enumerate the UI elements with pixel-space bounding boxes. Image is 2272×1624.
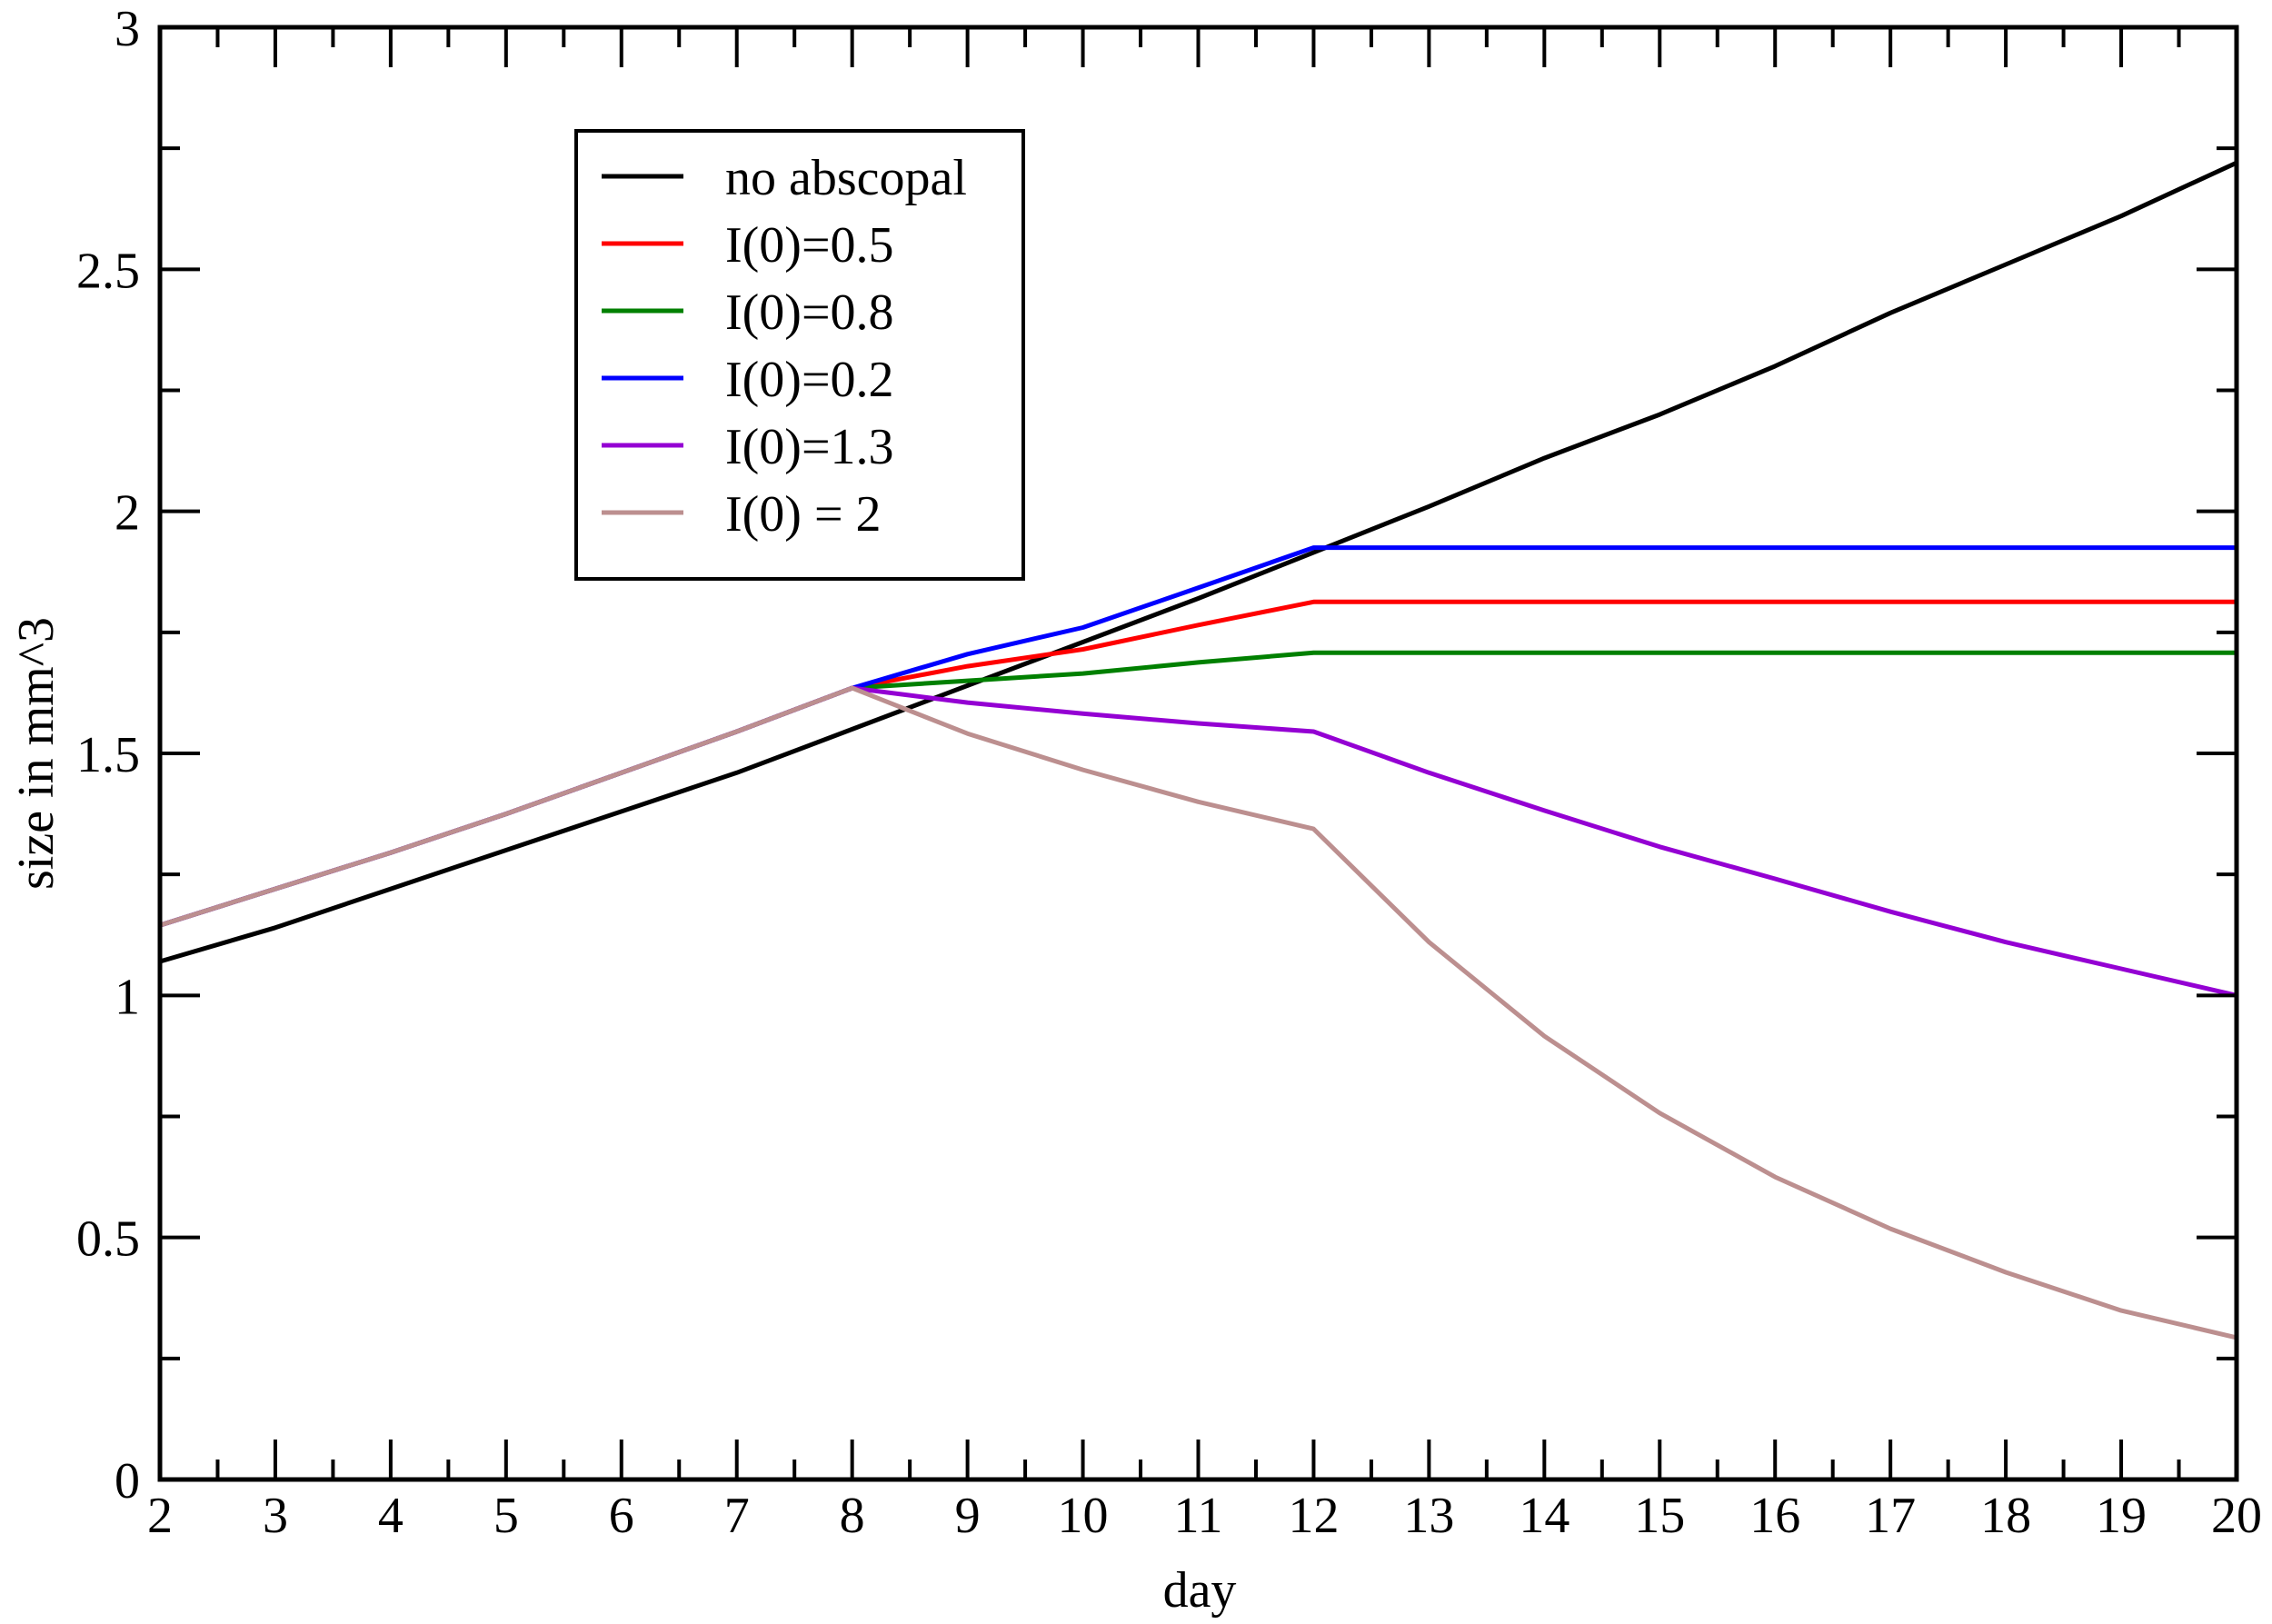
legend-label: I(0) = 2: [725, 486, 882, 543]
legend-item: I(0)=0.5: [602, 217, 894, 274]
y-axis-tick-labels: 0 0.5 1 1.5 2 2.5 3: [76, 1, 140, 1509]
axis-ticks: [158, 25, 2238, 1481]
series-line-i-0-0-5: [159, 599, 2237, 928]
x-tick-label: 13: [1403, 1488, 1454, 1544]
legend-label: I(0)=1.3: [725, 419, 894, 475]
legend-item: no abscopal: [602, 150, 967, 206]
x-tick-label: 17: [1865, 1488, 1916, 1544]
legend-label: I(0)=0.2: [725, 352, 894, 408]
x-tick-label: 19: [2096, 1488, 2147, 1544]
series-line-i-0-1-3: [159, 685, 2237, 998]
series-line-no-abscopal: [159, 160, 2238, 964]
y-tick-label: 2: [115, 485, 140, 542]
legend-items: no abscopal I(0)=0.5 I(0)=0.8 I(0)=0.2 I(0)=…: [602, 150, 967, 543]
legend-item: I(0)=0.8: [602, 284, 894, 341]
x-tick-label: 2: [147, 1488, 173, 1544]
legend: no abscopal I(0)=0.5 I(0)=0.8 I(0)=0.2 I(0)=…: [574, 129, 1025, 581]
legend-label: I(0)=0.5: [725, 217, 894, 274]
series-lines: [159, 160, 2238, 1340]
plot-frame: [157, 25, 2239, 1482]
x-tick-label: 9: [955, 1488, 981, 1544]
x-tick-label: 12: [1288, 1488, 1339, 1544]
y-tick-label: 1.5: [76, 727, 140, 783]
x-tick-label: 10: [1058, 1488, 1109, 1544]
y-tick-label: 0.5: [76, 1211, 140, 1268]
x-tick-label: 4: [378, 1488, 404, 1544]
x-tick-label: 15: [1634, 1488, 1685, 1544]
x-tick-label: 5: [493, 1488, 519, 1544]
series-line-i-0-2: [159, 685, 2237, 1340]
x-tick-label: 14: [1519, 1488, 1569, 1544]
x-tick-label: 8: [840, 1488, 865, 1544]
y-tick-label: 3: [115, 1, 140, 57]
series-line-i-0-0-2: [159, 545, 2237, 928]
legend-item: I(0)=0.2: [602, 352, 894, 408]
series-line-i-0-0-8: [159, 650, 2237, 928]
legend-item: I(0) = 2: [602, 486, 882, 543]
x-tick-label: 16: [1749, 1488, 1800, 1544]
x-axis-label: day: [1163, 1562, 1237, 1619]
x-tick-label: 18: [1980, 1488, 2031, 1544]
y-tick-label: 1: [115, 969, 140, 1025]
legend-item: I(0)=1.3: [602, 419, 894, 475]
legend-label: no abscopal: [725, 150, 967, 206]
legend-label: I(0)=0.8: [725, 284, 894, 341]
x-tick-label: 7: [724, 1488, 750, 1544]
x-tick-label: 6: [609, 1488, 634, 1544]
x-tick-label: 20: [2211, 1488, 2262, 1544]
legend-box: [574, 129, 1025, 581]
y-tick-label: 0: [115, 1453, 140, 1509]
x-axis-tick-labels: 2 3 4 5 6 7 8 9 10 11 12 13 14 15 16 17 18 19 20: [147, 1488, 2262, 1544]
y-tick-label: 2.5: [76, 243, 140, 299]
x-tick-label: 11: [1174, 1488, 1223, 1544]
x-tick-label: 3: [263, 1488, 288, 1544]
y-axis-label: size in mm^3: [8, 617, 65, 890]
